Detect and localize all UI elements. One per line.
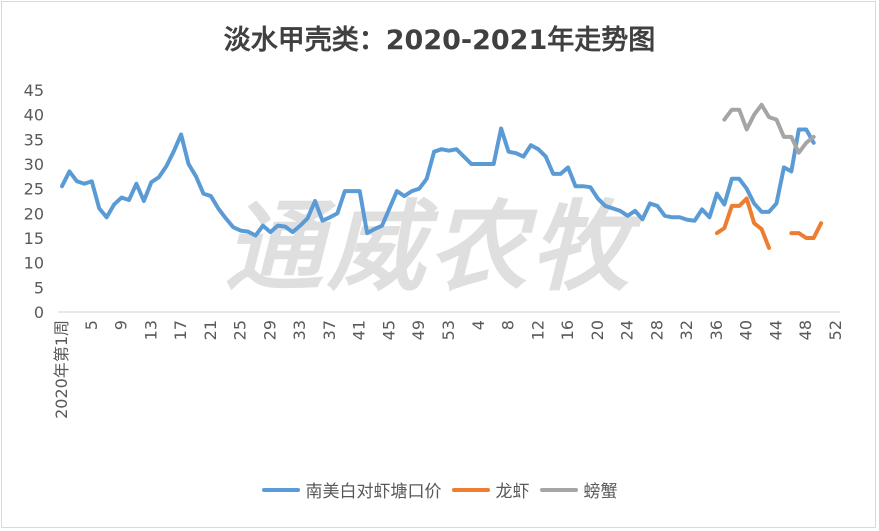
x-axis: 2020年第1周 5 9 13 17 21 25 29 33 37 41 45 49 53 4 8 12 16 20… bbox=[52, 320, 845, 419]
x-tick-label: 9 bbox=[112, 320, 131, 330]
x-tick-label: 24 bbox=[618, 320, 637, 340]
legend-item-1: 龙虾 bbox=[451, 477, 530, 502]
x-tick-label: 21 bbox=[201, 320, 220, 340]
x-tick-label: 28 bbox=[647, 320, 666, 340]
x-tick-label: 16 bbox=[558, 320, 577, 340]
legend-swatch bbox=[261, 487, 300, 492]
x-tick-label: 13 bbox=[141, 320, 160, 340]
y-tick-label: 30 bbox=[24, 155, 44, 174]
y-tick-label: 25 bbox=[24, 180, 44, 199]
x-tick-label: 40 bbox=[737, 320, 756, 340]
series-line-2 bbox=[722, 102, 816, 155]
legend-swatch bbox=[451, 487, 490, 492]
x-tick-label: 48 bbox=[796, 320, 815, 340]
x-tick-label: 49 bbox=[409, 320, 428, 340]
x-tick-label: 20 bbox=[588, 320, 607, 340]
y-tick-label: 45 bbox=[24, 81, 44, 100]
x-tick-label: 5 bbox=[82, 320, 101, 330]
x-tick-label: 17 bbox=[171, 320, 190, 340]
y-tick-label: 40 bbox=[24, 106, 44, 125]
y-tick-label: 15 bbox=[24, 229, 44, 248]
legend-label: 龙虾 bbox=[495, 482, 530, 502]
legend-item-0: 南美白对虾塘口价 bbox=[261, 477, 442, 502]
y-tick-label: 0 bbox=[34, 303, 44, 322]
y-tick-label: 10 bbox=[24, 254, 44, 273]
x-tick-label: 53 bbox=[439, 320, 458, 340]
x-tick-label: 37 bbox=[320, 320, 339, 340]
x-tick-label: 44 bbox=[766, 320, 785, 340]
y-tick-label: 20 bbox=[24, 204, 44, 223]
x-tick-label: 8 bbox=[499, 320, 518, 330]
series-line-0 bbox=[60, 126, 816, 238]
x-tick-label: 29 bbox=[260, 320, 279, 340]
chart-title: 淡水甲壳类：2020-2021年走势图 bbox=[223, 25, 656, 56]
y-tick-label: 5 bbox=[34, 278, 44, 297]
watermark-text: 通威农牧 bbox=[225, 191, 634, 305]
y-tick-label: 35 bbox=[24, 130, 44, 149]
x-tick-label: 32 bbox=[677, 320, 696, 340]
series-line-1 bbox=[714, 196, 824, 250]
legend: 南美白对虾塘口价 龙虾 螃蟹 bbox=[0, 477, 879, 502]
series-layer bbox=[60, 102, 824, 250]
x-tick-label: 12 bbox=[528, 320, 547, 340]
x-tick-label: 25 bbox=[231, 320, 250, 340]
legend-label: 螃蟹 bbox=[583, 482, 618, 502]
y-axis: 0 5 10 15 20 25 30 35 40 45 bbox=[24, 81, 44, 322]
x-tick-label: 33 bbox=[290, 320, 309, 340]
x-tick-label: 52 bbox=[826, 320, 845, 340]
x-tick-label: 36 bbox=[707, 320, 726, 340]
legend-label: 南美白对虾塘口价 bbox=[305, 482, 442, 502]
x-tick-label: 45 bbox=[379, 320, 398, 340]
x-tick-label: 41 bbox=[350, 320, 369, 340]
legend-swatch bbox=[539, 487, 578, 492]
x-tick-label: 4 bbox=[469, 320, 488, 330]
x-tick-label-first: 2020年第1周 bbox=[52, 320, 71, 419]
legend-item-2: 螃蟹 bbox=[539, 477, 618, 502]
